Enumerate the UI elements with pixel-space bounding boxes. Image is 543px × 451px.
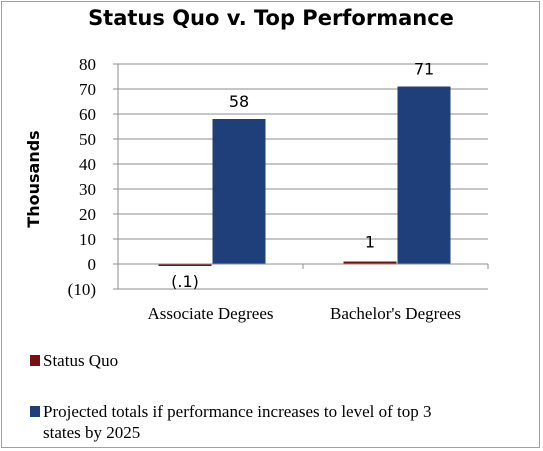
bar-projected xyxy=(212,119,266,264)
legend: Status Quo Projected totals if performanc… xyxy=(30,351,432,442)
y-tick-label: 0 xyxy=(88,255,97,274)
y-tick-label: 50 xyxy=(79,130,96,149)
bar-projected xyxy=(397,86,451,264)
y-tick-label: 40 xyxy=(79,155,96,174)
y-axis-ticks: (10) 0 10 20 30 40 50 60 70 80 xyxy=(68,55,118,299)
category-label: Associate Degrees xyxy=(147,304,273,323)
legend-swatch xyxy=(30,355,40,366)
bar-status-quo xyxy=(158,264,212,266)
category-label: Bachelor's Degrees xyxy=(330,304,461,323)
data-label: (.1) xyxy=(171,272,199,291)
y-tick-label: 20 xyxy=(79,205,96,224)
legend-swatch xyxy=(30,406,40,417)
y-axis-label: Thousands xyxy=(24,130,43,227)
legend-label: Projected totals if performance increase… xyxy=(43,402,432,442)
chart-title: Status Quo v. Top Performance xyxy=(88,6,454,30)
bar-status-quo xyxy=(343,261,397,264)
category-labels: Associate Degrees Bachelor's Degrees xyxy=(147,304,461,323)
y-tick-label: 30 xyxy=(79,180,96,199)
legend-label-line: Status Quo xyxy=(43,351,118,370)
y-tick-label: (10) xyxy=(68,280,96,299)
y-tick-label: 80 xyxy=(79,55,96,74)
axes xyxy=(117,64,489,289)
y-tick-label: 10 xyxy=(79,230,96,249)
data-label: 1 xyxy=(365,233,375,252)
legend-label: Status Quo xyxy=(43,351,118,370)
y-tick-label: 60 xyxy=(79,105,96,124)
legend-label-line: states by 2025 xyxy=(43,423,140,442)
bars xyxy=(158,86,451,266)
y-tick-label: 70 xyxy=(79,80,96,99)
data-label: 58 xyxy=(229,92,249,111)
data-label: 71 xyxy=(414,60,434,79)
data-labels: (.1) 1 58 71 xyxy=(171,60,434,292)
legend-label-line: Projected totals if performance increase… xyxy=(43,402,432,421)
